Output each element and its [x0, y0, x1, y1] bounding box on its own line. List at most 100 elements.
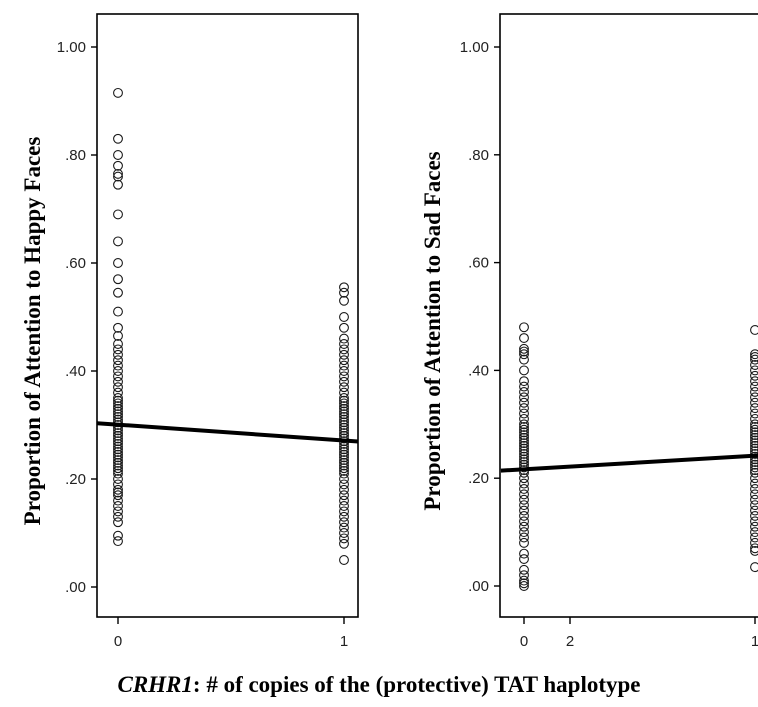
happy-data-point — [113, 330, 123, 341]
happy-data-point — [566, 485, 575, 494]
sad-data-point — [750, 325, 758, 335]
happy-data-point — [566, 421, 575, 430]
happy-data-point — [113, 511, 123, 522]
happy-data-point — [113, 236, 123, 247]
happy-x-tick-label: 0 — [114, 633, 122, 650]
sad-data-point — [519, 494, 529, 505]
happy-data-point — [566, 404, 575, 413]
sad-data-point — [750, 478, 758, 489]
happy-data-point — [113, 168, 123, 179]
happy-plot-frame — [96, 13, 359, 618]
happy-data-point — [113, 501, 123, 511]
happy-data-point — [339, 366, 349, 376]
happy-data-point — [113, 366, 123, 376]
sad-data-point — [519, 451, 529, 462]
sad-data-point — [519, 427, 529, 438]
happy-data-point — [113, 274, 123, 285]
happy-data-point — [566, 507, 575, 516]
happy-data-point — [566, 512, 575, 521]
happy-data-point — [113, 401, 123, 412]
happy-data-point — [339, 452, 349, 463]
sad-data-point — [750, 505, 758, 516]
sad-data-point — [519, 500, 529, 511]
sad-data-point — [519, 521, 529, 532]
sad-data-point — [750, 467, 758, 478]
happy-data-point — [339, 371, 349, 382]
happy-data-point — [339, 501, 349, 511]
happy-data-point — [339, 339, 349, 349]
sad-data-point — [519, 581, 529, 591]
happy-data-point — [113, 452, 123, 463]
happy-data-point — [113, 484, 123, 495]
happy-data-point — [113, 371, 123, 382]
happy-data-point — [339, 506, 349, 517]
sad-data-point — [519, 424, 529, 435]
happy-data-point — [339, 511, 349, 522]
sad-data-point — [750, 516, 758, 527]
happy-data-point — [113, 339, 123, 349]
happy-data-point — [339, 484, 349, 495]
sad-data-point — [519, 478, 529, 489]
happy-data-point — [339, 447, 349, 457]
sad-data-point — [750, 527, 758, 538]
sad-data-point — [750, 351, 758, 362]
happy-data-point — [339, 457, 349, 468]
sad-data-point — [750, 562, 758, 573]
happy-data-point — [113, 474, 123, 484]
sad-x-tick-label: 1 — [751, 633, 758, 650]
sad-plot-frame — [499, 13, 758, 618]
sad-data-point — [519, 548, 529, 559]
happy-data-point — [113, 258, 123, 268]
sad-data-point — [750, 462, 758, 473]
happy-data-point — [339, 428, 349, 439]
happy-data-point — [339, 444, 349, 455]
happy-data-point — [113, 455, 123, 466]
sad-data-point — [750, 413, 758, 424]
sad-data-point — [519, 457, 529, 467]
happy-data-point — [566, 410, 575, 419]
sad-data-point — [750, 473, 758, 484]
sad-data-point — [750, 435, 758, 446]
happy-data-point — [113, 87, 123, 98]
sad-data-point — [519, 454, 529, 465]
sad-data-point — [519, 505, 529, 516]
happy-data-point — [566, 431, 575, 440]
happy-data-point — [339, 355, 349, 366]
sad-data-point — [519, 346, 529, 357]
happy-data-point — [339, 555, 349, 565]
happy-data-point — [339, 528, 349, 538]
happy-data-point — [113, 465, 123, 476]
sad-data-point — [519, 575, 529, 586]
happy-data-point — [339, 287, 349, 298]
sad-data-point — [750, 438, 758, 449]
happy-data-point — [339, 479, 349, 490]
happy-data-point — [113, 536, 123, 547]
sad-data-point — [519, 333, 529, 344]
happy-y-tick-label: .40 — [65, 363, 86, 380]
happy-data-point — [113, 160, 123, 171]
happy-data-point — [339, 517, 349, 528]
sad-data-point — [750, 392, 758, 403]
sad-data-point — [750, 489, 758, 500]
sad-data-point — [750, 500, 758, 511]
happy-data-point — [113, 460, 123, 471]
sad-data-point — [519, 484, 529, 494]
sad-data-point — [750, 494, 758, 505]
happy-data-point — [339, 376, 349, 387]
happy-data-point — [113, 387, 123, 398]
sad-data-point — [519, 578, 529, 589]
happy-data-point — [113, 444, 123, 455]
sad-data-point — [750, 403, 758, 414]
happy-data-point — [113, 395, 123, 406]
sad-data-point — [750, 484, 758, 494]
happy-y-tick-label: .80 — [65, 147, 86, 164]
happy-data-point — [339, 411, 349, 422]
happy-data-point — [113, 306, 123, 317]
happy-data-point — [566, 415, 575, 424]
sad-y-tick-label: .00 — [468, 578, 489, 595]
sad-data-point — [519, 392, 529, 403]
happy-data-point — [566, 523, 575, 532]
sad-y-tick-label: .80 — [468, 147, 489, 164]
happy-data-point — [339, 495, 349, 506]
